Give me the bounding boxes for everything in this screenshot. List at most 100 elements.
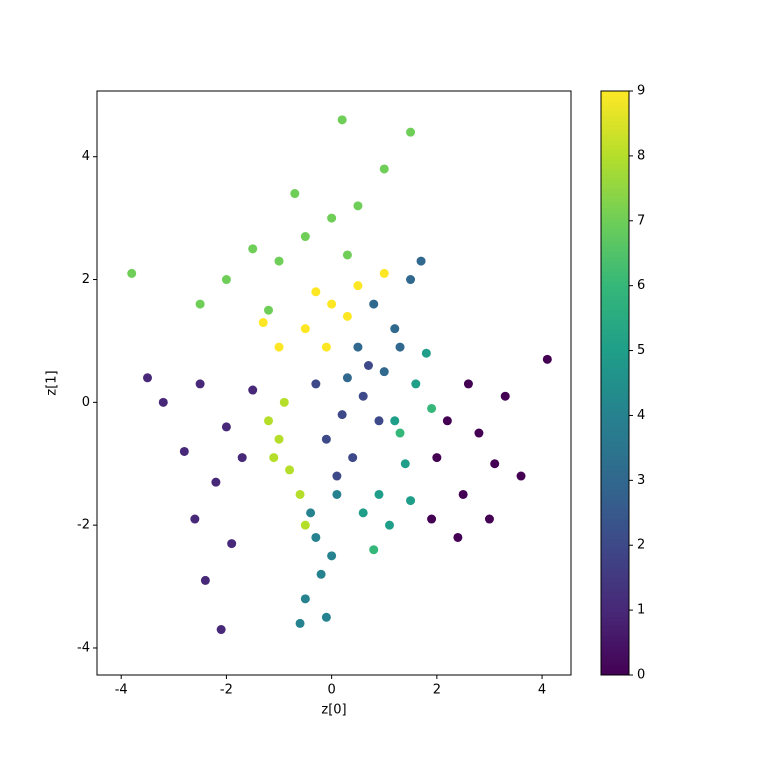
colorbar-segment — [601, 664, 629, 671]
colorbar-segment — [601, 178, 629, 184]
point — [369, 299, 379, 309]
colorbar-segment — [601, 256, 629, 262]
x-tick-label: 0 — [327, 683, 335, 698]
point — [143, 373, 153, 383]
point — [353, 201, 363, 211]
colorbar-segment — [601, 470, 629, 476]
colorbar-segment — [601, 509, 629, 515]
point — [369, 545, 379, 555]
point — [342, 373, 352, 383]
colorbar-segment — [601, 353, 629, 359]
colorbar-segment — [601, 499, 629, 505]
colorbar-tick-label: 5 — [637, 343, 645, 358]
point — [353, 281, 363, 291]
point — [395, 342, 405, 352]
colorbar-segment — [601, 523, 629, 530]
colorbar-segment — [601, 343, 629, 350]
y-axis-label: z[1] — [45, 370, 60, 395]
colorbar-segment — [601, 596, 629, 603]
colorbar-segment — [601, 348, 629, 355]
colorbar-segment — [601, 377, 629, 384]
colorbar-segment — [601, 100, 629, 106]
colorbar-segment — [601, 105, 629, 111]
colorbar-segment — [601, 445, 629, 452]
colorbar-tick-label: 8 — [637, 148, 645, 163]
point — [300, 324, 310, 334]
colorbar-segment — [601, 533, 629, 540]
point — [458, 489, 468, 499]
colorbar-segment — [601, 115, 629, 121]
colorbar-segment — [601, 212, 629, 218]
colorbar-segment — [601, 372, 629, 379]
colorbar-segment — [601, 338, 629, 345]
colorbar-tick-label: 1 — [637, 603, 645, 618]
point — [300, 520, 310, 530]
colorbar-frame — [600, 90, 630, 676]
colorbar-segment — [601, 261, 629, 267]
colorbar-segment — [601, 582, 629, 588]
colorbar-segment — [601, 275, 629, 282]
point — [274, 342, 284, 352]
colorbar-segment — [601, 630, 629, 637]
colorbar-segment — [601, 270, 629, 277]
colorbar-segment — [601, 626, 629, 632]
point — [327, 551, 337, 561]
point — [158, 397, 168, 407]
y-tick-label: 0 — [82, 395, 90, 410]
colorbar-segment — [601, 222, 629, 228]
colorbar-segment — [601, 95, 629, 102]
point — [500, 391, 510, 401]
point — [390, 324, 400, 334]
colorbar-segment — [601, 484, 629, 491]
point — [321, 342, 331, 352]
colorbar-segment — [601, 324, 629, 330]
point — [332, 489, 342, 499]
colorbar-tick-label: 7 — [637, 213, 645, 228]
point — [442, 416, 452, 426]
point — [516, 471, 526, 481]
colorbar-segment — [601, 402, 629, 408]
point — [295, 489, 305, 499]
colorbar-segment — [601, 295, 629, 301]
point — [379, 268, 389, 278]
colorbar-segment — [601, 640, 629, 647]
point — [463, 379, 473, 389]
colorbar-segment — [601, 358, 629, 364]
colorbar-segment — [601, 441, 629, 447]
colorbar-tick-label: 4 — [637, 408, 645, 423]
point — [342, 311, 352, 321]
colorbar-segment — [601, 553, 629, 559]
colorbar-segment — [601, 538, 629, 544]
colorbar-segment — [601, 392, 629, 398]
colorbar-segment — [601, 173, 629, 179]
point — [227, 539, 237, 549]
point — [390, 416, 400, 426]
colorbar-segment — [601, 183, 629, 189]
colorbar-segment — [601, 621, 629, 627]
x-tick-label: -2 — [220, 683, 233, 698]
colorbar-segment — [601, 577, 629, 583]
point — [211, 477, 221, 487]
point — [274, 434, 284, 444]
point — [248, 244, 258, 254]
colorbar-segment — [601, 567, 629, 574]
point — [421, 348, 431, 358]
colorbar-segment — [601, 251, 629, 257]
colorbar-segment — [601, 465, 629, 471]
point — [342, 250, 352, 260]
point — [490, 459, 500, 469]
point — [385, 520, 395, 530]
colorbar-segment — [601, 426, 629, 432]
colorbar-segment — [601, 334, 629, 340]
colorbar-segment — [601, 475, 629, 481]
colorbar-segment — [601, 431, 629, 437]
colorbar-tick-label: 6 — [637, 278, 645, 293]
point — [290, 189, 300, 199]
colorbar-segment — [601, 587, 629, 593]
y-tick-label: 4 — [82, 149, 90, 164]
colorbar-segment — [601, 635, 629, 642]
y-tick-label: -4 — [77, 640, 90, 655]
point — [264, 416, 274, 426]
colorbar-tick-label: 0 — [637, 668, 645, 683]
colorbar-segment — [601, 265, 629, 272]
